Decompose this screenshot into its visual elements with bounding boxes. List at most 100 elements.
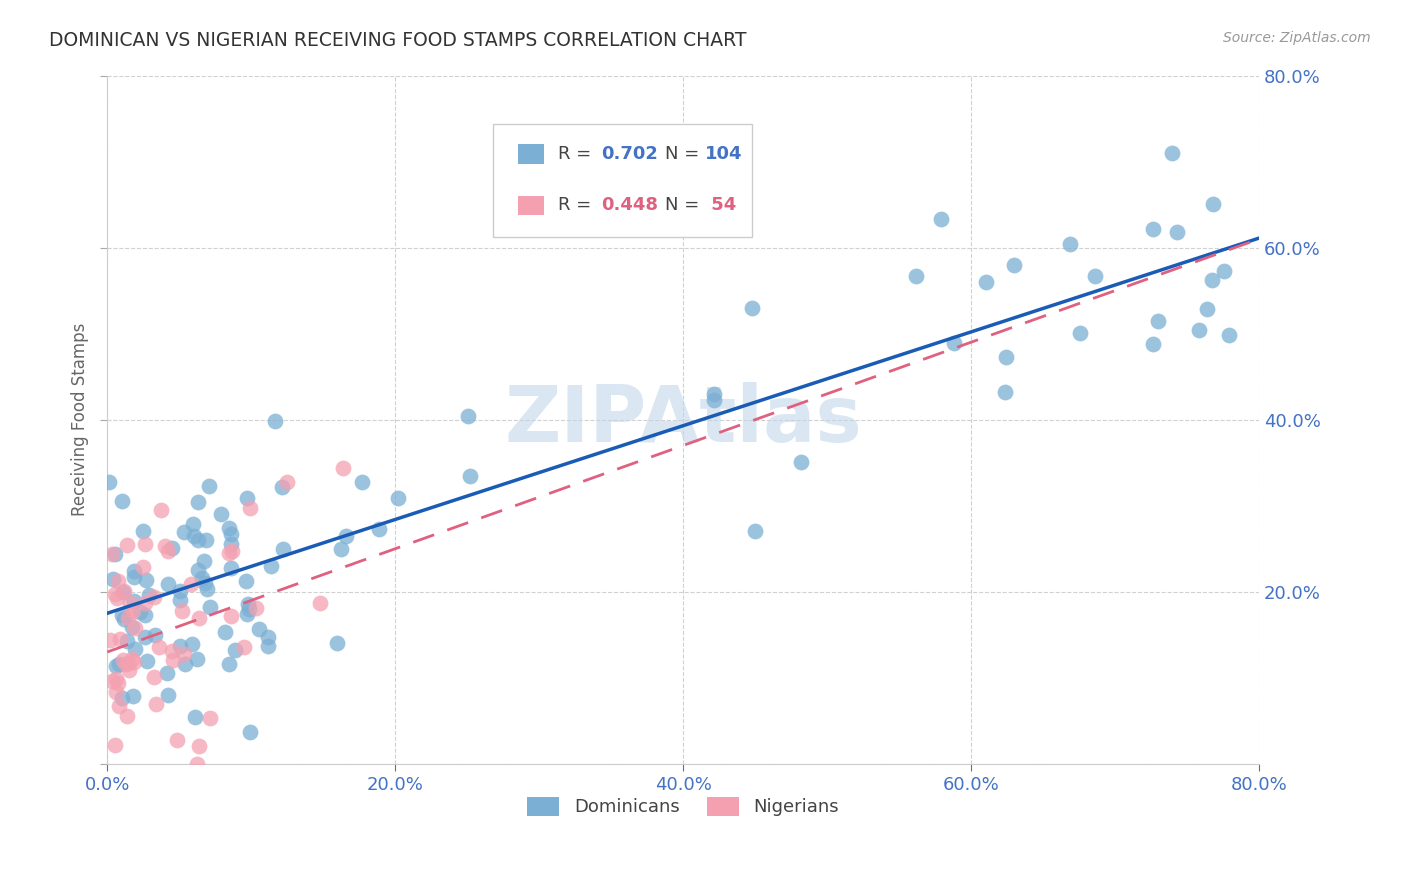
Point: [181, 517, 204, 532]
Point: [156, 544, 179, 558]
Point: [943, 336, 966, 351]
Point: [209, 508, 232, 522]
Point: [218, 546, 240, 560]
Point: [134, 596, 156, 610]
Legend: Dominicans, Nigerians: Dominicans, Nigerians: [520, 789, 846, 823]
Point: [117, 633, 139, 648]
Point: [122, 656, 145, 670]
Point: [195, 533, 218, 547]
Point: [994, 385, 1017, 400]
Point: [169, 640, 191, 654]
Point: [129, 605, 152, 619]
Point: [191, 571, 214, 585]
Point: [145, 697, 167, 711]
Point: [117, 611, 139, 625]
Text: R =: R =: [558, 196, 596, 214]
Point: [111, 653, 134, 667]
Point: [173, 525, 195, 540]
Point: [1188, 323, 1211, 337]
Point: [111, 607, 134, 622]
Point: [271, 542, 294, 557]
Point: [138, 588, 160, 602]
Point: [195, 582, 218, 597]
Point: [457, 409, 479, 424]
Point: [156, 688, 179, 702]
Point: [184, 710, 207, 724]
Point: [905, 269, 928, 284]
Point: [260, 558, 283, 573]
Point: [101, 573, 124, 587]
Point: [169, 593, 191, 607]
Point: [105, 591, 128, 605]
Point: [221, 561, 243, 575]
Point: [97, 475, 120, 489]
Text: DOMINICAN VS NIGERIAN RECEIVING FOOD STAMPS CORRELATION CHART: DOMINICAN VS NIGERIAN RECEIVING FOOD STA…: [49, 31, 747, 50]
Point: [350, 475, 373, 489]
Point: [157, 576, 180, 591]
Point: [236, 491, 259, 505]
Point: [173, 647, 195, 661]
Point: [235, 574, 257, 589]
Point: [108, 632, 131, 647]
Point: [143, 590, 166, 604]
Point: [458, 468, 481, 483]
Point: [218, 657, 240, 672]
Point: [145, 628, 167, 642]
Point: [1202, 197, 1225, 211]
Point: [214, 624, 236, 639]
Text: N =: N =: [665, 196, 699, 214]
Point: [187, 494, 209, 508]
Point: [134, 537, 156, 551]
Point: [929, 211, 952, 226]
Point: [1084, 269, 1107, 284]
Point: [134, 608, 156, 623]
Point: [186, 652, 208, 666]
Point: [976, 275, 998, 289]
Point: [122, 594, 145, 608]
Point: [150, 503, 173, 517]
Point: [193, 554, 215, 568]
Point: [263, 414, 285, 428]
Point: [703, 386, 725, 401]
Point: [271, 480, 294, 494]
Point: [153, 539, 176, 553]
Point: [1195, 302, 1218, 317]
Point: [741, 301, 763, 315]
Point: [135, 654, 157, 668]
Point: [276, 475, 298, 489]
Point: [1142, 336, 1164, 351]
Point: [115, 657, 138, 672]
Point: [134, 573, 156, 587]
Point: [107, 657, 129, 671]
Point: [1002, 258, 1025, 272]
Point: [143, 670, 166, 684]
Point: [1166, 225, 1188, 239]
Point: [1059, 236, 1081, 251]
Point: [329, 542, 352, 557]
Point: [180, 577, 202, 591]
Point: [233, 640, 256, 655]
Point: [104, 587, 127, 601]
Point: [257, 630, 280, 644]
Point: [118, 596, 141, 610]
Point: [238, 602, 260, 616]
Point: [110, 691, 132, 706]
Point: [221, 537, 243, 551]
Point: [173, 657, 195, 672]
Point: [187, 564, 209, 578]
Point: [104, 673, 127, 687]
Point: [238, 597, 260, 611]
Point: [117, 709, 139, 723]
Point: [790, 455, 813, 469]
Text: 0.448: 0.448: [602, 196, 658, 214]
Point: [100, 547, 122, 561]
Point: [122, 570, 145, 584]
Point: [1147, 314, 1170, 328]
Point: [187, 739, 209, 754]
FancyBboxPatch shape: [494, 124, 752, 237]
Point: [368, 522, 391, 536]
Text: 0.702: 0.702: [602, 145, 658, 162]
Point: [121, 689, 143, 703]
Point: [183, 529, 205, 543]
Point: [387, 491, 409, 505]
